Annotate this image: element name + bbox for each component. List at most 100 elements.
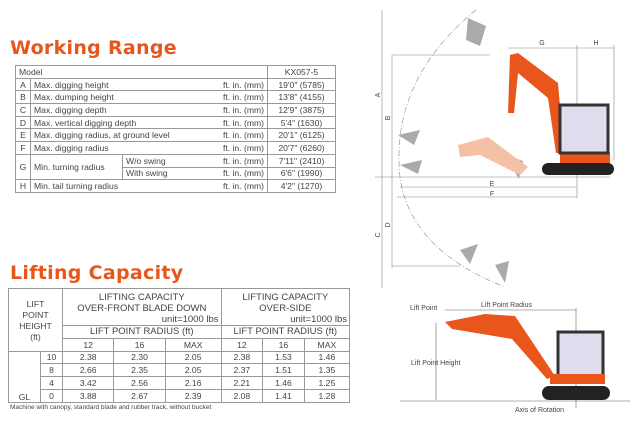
footnote: Machine with canopy, standard blade and … — [10, 404, 212, 411]
axis-of-rotation-label: Axis of Rotation — [515, 407, 564, 414]
lifting-capacity-table: LIFT POINT HEIGHT (ft) LIFTING CAPACITY OVER… — [8, 288, 351, 403]
front-header: LIFTING CAPACITY OVER-FRONT BLADE DOWN uni… — [62, 288, 222, 326]
svg-text:B: B — [385, 115, 392, 120]
lift-capacity-diagram: Lift Point Lift Point Radius Lift Point … — [400, 302, 630, 414]
row-letter: E — [15, 128, 31, 143]
svg-text:G: G — [539, 40, 544, 47]
table-row: F Max. digging radius ft. in. (mm) 20'7" (6… — [15, 141, 336, 155]
row-value: 20'1" (6125) — [267, 128, 336, 143]
row-label: Max. digging depth — [29, 103, 197, 117]
lifting-capacity-title: Lifting Capacity — [10, 262, 184, 284]
lift-point-radius-label: Lift Point Radius — [481, 302, 532, 309]
svg-text:A: A — [375, 92, 382, 97]
row-value: 4'2" (1270) — [267, 179, 336, 193]
table-row: 0 3.88 2.67 2.39 2.08 1.41 1.28 — [9, 388, 351, 403]
side-capacity: 2.21 — [220, 376, 264, 390]
row-unit: ft. in. (mm) — [196, 153, 268, 168]
table-row: G Min. turning radius W/o swing ft. in. (mm… — [15, 153, 336, 181]
side-capacity: 1.25 — [303, 376, 351, 390]
table-row: GL 10 2.38 2.30 2.05 2.38 1.53 1.46 — [8, 350, 351, 403]
front-capacity: 2.56 — [113, 376, 166, 390]
row-value: 19'0" (5785) — [267, 77, 336, 92]
lift-height: 8 — [40, 363, 63, 378]
front-capacity: 2.05 — [164, 363, 222, 378]
side-capacity: 2.37 — [220, 363, 264, 378]
svg-text:E: E — [490, 181, 495, 188]
side-capacity: 1.28 — [303, 388, 351, 403]
row-sublabel: With swing — [121, 166, 197, 181]
side-capacity: 1.41 — [262, 388, 305, 403]
row-letter: B — [15, 90, 31, 105]
row-unit: ft. in. (mm) — [196, 128, 268, 143]
front-capacity: 3.88 — [61, 388, 115, 403]
row-unit: ft. in. (mm) — [196, 77, 268, 92]
row-letter: H — [15, 179, 31, 193]
working-range-table: Model KX057-5 A Max. digging height ft. in.… — [15, 65, 336, 193]
row-value: 12'9" (3875) — [267, 103, 336, 117]
front-capacity: 3.42 — [61, 376, 115, 390]
row-value: 20'7" (6260) — [267, 141, 336, 155]
front-capacity: 2.66 — [61, 363, 115, 378]
row-letter: C — [15, 103, 31, 117]
row-letter: D — [15, 115, 31, 130]
radius-col: 16 — [113, 337, 166, 352]
row-unit: ft. in. (mm) — [196, 179, 268, 193]
table-row: B Max. dumping height ft. in. (mm) 13'8" (4… — [15, 90, 336, 105]
table-row: D Max. vertical digging depth ft. in. (mm)… — [15, 115, 336, 130]
row-sublabel: W/o swing — [121, 153, 197, 168]
radius-col: 12 — [61, 337, 115, 352]
row-unit: ft. in. (mm) — [196, 141, 268, 155]
lift-point-label: Lift Point — [410, 305, 437, 312]
radius-header: LIFT POINT RADIUS (ft) — [220, 325, 351, 339]
working-range-diagram: G H EF A B C D — [375, 9, 615, 288]
radius-header: LIFT POINT RADIUS (ft) — [62, 325, 222, 339]
row-label: Max. vertical digging depth — [29, 115, 197, 130]
table-row: 4 3.42 2.56 2.16 2.21 1.46 1.25 — [9, 376, 351, 390]
row-letter: F — [15, 141, 31, 155]
row-unit: ft. in. (mm) — [196, 115, 268, 130]
gl-label: GL — [8, 350, 41, 403]
table-row: With swing ft. in. (mm) 6'6" (1990) — [16, 166, 336, 181]
table-row: 8 2.66 2.35 2.05 2.37 1.51 1.35 — [9, 363, 351, 378]
radius-col: 16 — [262, 337, 305, 352]
svg-text:D: D — [385, 222, 392, 227]
model-value: KX057-5 — [267, 65, 336, 79]
radius-col: MAX — [303, 337, 351, 352]
lift-height: 10 — [40, 350, 63, 365]
row-label: Max. digging radius, at ground level — [29, 128, 197, 143]
side-capacity: 1.46 — [262, 376, 305, 390]
row-unit: ft. in. (mm) — [196, 103, 268, 117]
lift-height: 4 — [40, 376, 63, 390]
side-capacity: 2.38 — [220, 350, 264, 365]
front-capacity: 2.16 — [164, 376, 222, 390]
row-label: Max. digging radius — [29, 141, 197, 155]
row-value: 7'11" (2410) — [267, 153, 336, 168]
front-capacity: 2.05 — [164, 350, 222, 365]
table-row: A Max. digging height ft. in. (mm) 19'0" (5… — [15, 77, 336, 92]
lift-point-height-label: Lift Point Height — [411, 360, 460, 367]
radius-col: 12 — [220, 337, 264, 352]
row-value: 13'8" (4155) — [267, 90, 336, 105]
side-capacity: 1.51 — [262, 363, 305, 378]
front-capacity: 2.67 — [113, 388, 166, 403]
svg-text:C: C — [375, 232, 382, 237]
side-header: LIFTING CAPACITY OVER-SIDE unit=1000 lbs — [220, 288, 351, 326]
side-capacity: 1.53 — [262, 350, 305, 365]
row-label: Max. dumping height — [29, 90, 197, 105]
front-capacity: 2.30 — [113, 350, 166, 365]
row-value: 5'4" (1630) — [267, 115, 336, 130]
side-capacity: 1.35 — [303, 363, 351, 378]
row-value: 6'6" (1990) — [267, 166, 336, 181]
row-unit: ft. in. (mm) — [196, 166, 268, 181]
side-capacity: 2.08 — [220, 388, 264, 403]
height-header: LIFT POINT HEIGHT (ft) — [8, 288, 63, 352]
side-capacity: 1.46 — [303, 350, 351, 365]
working-range-title: Working Range — [10, 37, 177, 59]
radius-col: MAX — [164, 337, 222, 352]
front-capacity: 2.39 — [164, 388, 222, 403]
lift-height: 0 — [40, 388, 63, 403]
svg-text:H: H — [593, 40, 598, 47]
front-capacity: 2.35 — [113, 363, 166, 378]
svg-text:F: F — [490, 191, 494, 198]
row-unit: ft. in. (mm) — [196, 90, 268, 105]
